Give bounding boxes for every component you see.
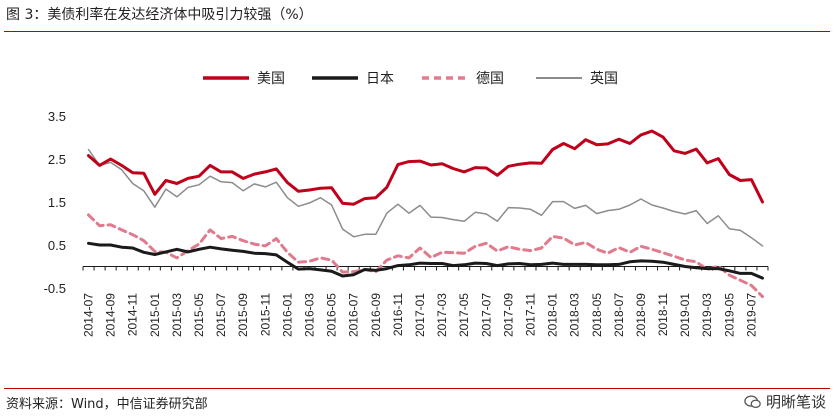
legend-label-3: 英国 [590, 70, 618, 87]
x-tick-label: 2014-07 [82, 293, 96, 337]
x-tick-label: 2015-09 [236, 293, 250, 337]
y-tick-label: 0.5 [48, 238, 66, 253]
x-tick-label: 2015-07 [214, 293, 228, 337]
x-tick-label: 2017-07 [479, 293, 493, 337]
x-tick-label: 2014-09 [104, 293, 118, 337]
line-chart: 美国 日本 德国 英国 3.5 2.5 1.5 0.5 -0.5 2014-07 2014-09… [44, 70, 769, 337]
x-tick-label: 2019-03 [700, 293, 714, 337]
x-tick-label: 2018-11 [656, 293, 670, 336]
series-line-2 [87, 213, 764, 299]
legend-label-1: 日本 [366, 71, 394, 87]
x-tick-label: 2015-05 [192, 293, 206, 337]
x-tick-label: 2017-11 [523, 293, 537, 336]
x-tick-label: 2015-03 [170, 293, 184, 337]
series-line-1 [87, 241, 764, 280]
series-lines [87, 129, 764, 299]
x-tick-label: 2018-05 [590, 293, 604, 337]
x-tick-label: 2016-01 [280, 293, 294, 337]
bottom-rule [4, 388, 830, 389]
wechat-icon [744, 395, 761, 408]
x-tick-label: 2017-05 [457, 293, 471, 337]
watermark: 明晰笔谈 [744, 391, 826, 412]
x-tick-label: 2019-07 [744, 293, 758, 337]
x-tick-label: 2016-09 [369, 293, 383, 337]
legend-label-0: 美国 [257, 71, 285, 87]
x-tick-label: 2018-01 [546, 293, 560, 337]
y-tick-label: 1.5 [48, 195, 66, 210]
x-tick-label: 2019-05 [722, 293, 736, 337]
chart-title: 图 3：美债利率在发达经济体中吸引力较强（%） [6, 7, 313, 23]
legend: 美国 日本 德国 英国 [203, 70, 618, 87]
x-tick-label: 2014-11 [126, 293, 140, 336]
top-rule [4, 31, 830, 32]
series-line-3 [87, 148, 764, 247]
x-tick-label: 2019-01 [678, 293, 692, 337]
x-tick-label: 2018-03 [568, 293, 582, 337]
x-tick-label: 2017-01 [413, 293, 427, 337]
source-note: 资料来源：Wind，中信证券研究部 [6, 397, 208, 412]
watermark-text: 明晰笔谈 [765, 393, 826, 411]
x-axis: 2014-07 2014-09 2014-11 2015-01 2015-03 2015-… [82, 266, 769, 337]
x-tick-label: 2016-05 [325, 293, 339, 337]
x-tick-label: 2015-11 [258, 293, 272, 336]
y-tick-label: -0.5 [44, 281, 66, 296]
x-tick-label: 2016-11 [391, 293, 405, 336]
y-tick-label: 2.5 [48, 152, 66, 167]
y-axis: 3.5 2.5 1.5 0.5 -0.5 [44, 109, 66, 296]
x-tick-label: 2015-01 [148, 293, 162, 337]
x-tick-label: 2017-09 [501, 293, 515, 337]
x-tick-label: 2018-09 [634, 293, 648, 337]
x-tick-label: 2018-07 [612, 293, 626, 337]
series-line-0 [87, 129, 764, 206]
legend-label-2: 德国 [476, 71, 504, 87]
x-tick-label: 2017-03 [435, 293, 449, 337]
x-tick-label: 2016-03 [302, 293, 316, 337]
y-tick-label: 3.5 [48, 109, 66, 124]
x-tick-label: 2016-07 [347, 293, 361, 337]
